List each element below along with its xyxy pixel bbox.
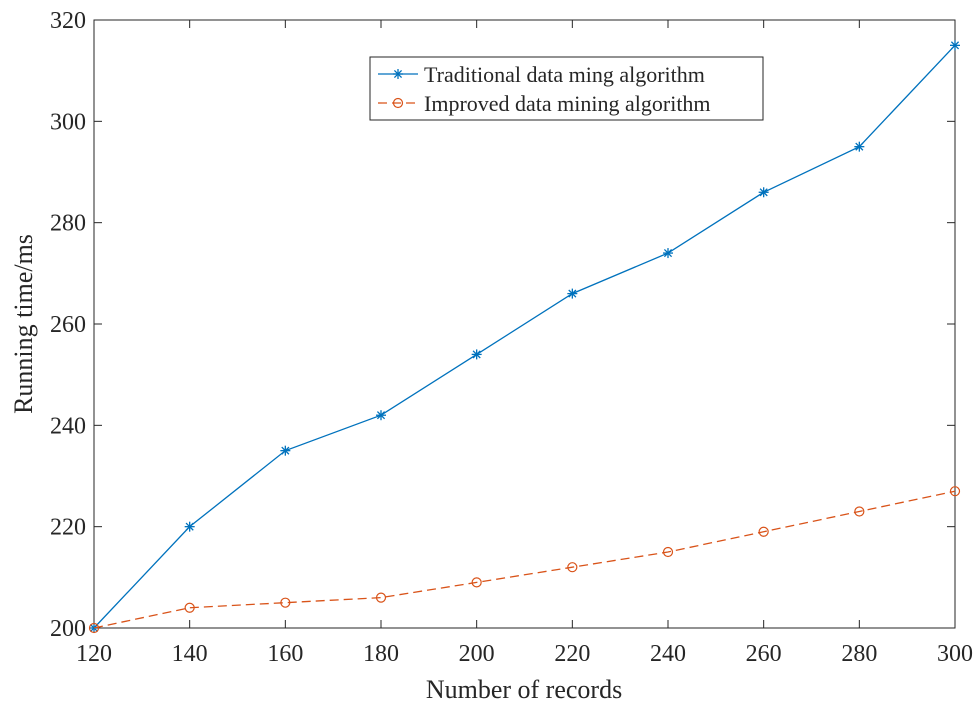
data-point: [758, 187, 769, 198]
y-tick-label: 320: [50, 8, 86, 34]
series-line-0: [93, 44, 956, 629]
legend: Traditional data ming algorithm Improved…: [369, 56, 764, 121]
data-point: [949, 486, 961, 497]
y-axis: 200 220 240 260 280 300 320: [50, 8, 955, 642]
x-tick-label: 140: [172, 641, 208, 667]
data-point: [184, 602, 195, 613]
x-tick-label: 260: [746, 641, 782, 667]
legend-marker-symbol: [392, 97, 404, 109]
data-point: [950, 40, 960, 51]
y-tick-label: 240: [50, 413, 86, 439]
legend-marker-traditional: [393, 69, 403, 79]
data-point: [471, 349, 482, 360]
x-tick-label: 120: [76, 641, 112, 667]
y-tick-label: 200: [50, 616, 86, 642]
data-point: [471, 577, 482, 588]
data-point: [184, 521, 195, 532]
data-point: [758, 526, 769, 537]
legend-label-traditional: Traditional data ming algorithm: [424, 62, 705, 87]
x-tick-label: 160: [267, 641, 303, 667]
series-line-1: [93, 490, 956, 629]
series-layer: [88, 40, 961, 634]
y-tick-label: 260: [50, 312, 86, 338]
x-tick-label: 220: [554, 641, 590, 667]
series-0: [89, 40, 960, 633]
x-axis-label: Number of records: [426, 675, 622, 704]
x-tick-label: 240: [650, 641, 686, 667]
data-point: [280, 445, 291, 456]
legend-label-improved: Improved data mining algorithm: [424, 91, 711, 116]
legend-marker-symbol: [393, 69, 403, 79]
y-tick-label: 280: [50, 211, 86, 237]
x-tick-label: 280: [841, 641, 877, 667]
y-tick-label: 300: [50, 109, 86, 135]
series-1: [88, 486, 961, 634]
x-tick-label: 200: [459, 641, 495, 667]
data-point: [663, 248, 673, 259]
x-tick-label: 180: [363, 641, 399, 667]
data-point: [567, 562, 578, 573]
data-point: [662, 546, 674, 558]
data-point: [375, 592, 387, 603]
data-point: [280, 597, 291, 608]
data-point: [376, 410, 386, 421]
data-point: [88, 622, 100, 634]
legend-box: [369, 56, 764, 121]
y-tick-label: 220: [50, 515, 86, 541]
x-axis: 120 140 160 180 200 220 240 260 280 300: [76, 20, 973, 667]
data-point: [854, 141, 865, 152]
data-point: [854, 506, 865, 517]
data-point: [567, 288, 578, 299]
legend-marker-improved: [392, 97, 404, 109]
y-axis-label: Running time/ms: [9, 234, 38, 414]
x-tick-label: 300: [937, 641, 973, 667]
